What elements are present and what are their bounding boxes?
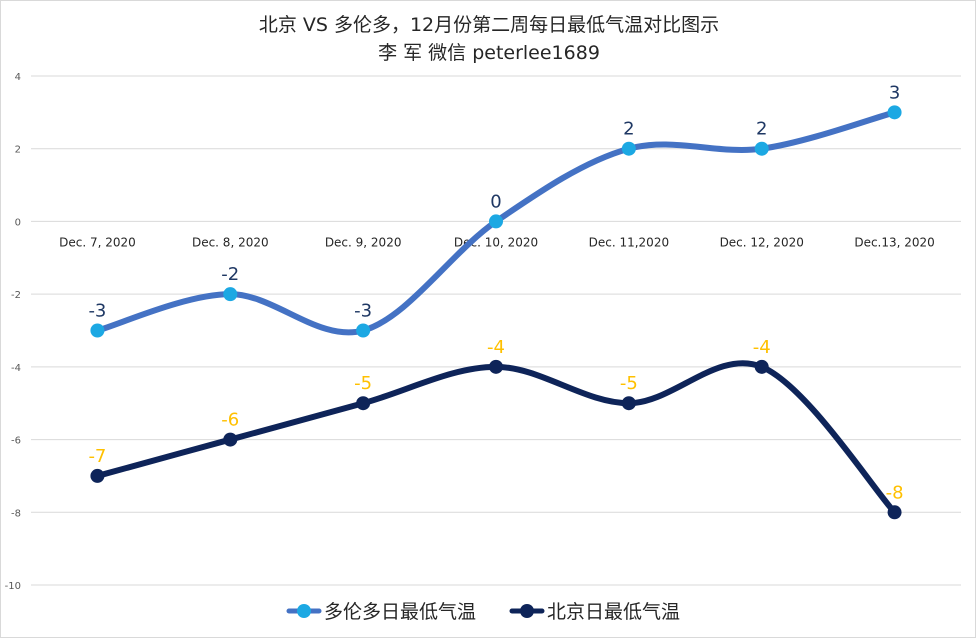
y-tick-label: 4 [15,72,21,83]
data-point-beijing[interactable] [90,468,105,483]
chart-subtitle: 李 军 微信 peterlee1689 [378,42,600,64]
y-tick-label: 0 [15,217,21,228]
x-tick-label: Dec.13, 2020 [854,235,934,249]
data-label-beijing: -5 [354,373,372,394]
data-point-beijing[interactable] [754,359,769,374]
series-lines [94,109,898,516]
legend-item-toronto[interactable]: 多伦多日最低气温 [286,601,476,623]
x-tick-label: Dec. 11,2020 [589,235,669,249]
legend: 多伦多日最低气温 北京日最低气温 [286,601,680,623]
x-tick-label: Dec. 8, 2020 [192,235,269,249]
y-axis-ticks: 4 2 0 -2 -4 -6 -8 -10 [5,72,21,592]
data-point-beijing[interactable] [356,396,371,411]
data-point-toronto[interactable] [356,323,371,338]
data-point-beijing[interactable] [489,359,503,374]
legend-label-toronto: 多伦多日最低气温 [324,601,476,623]
series-line-beijing [94,360,898,516]
data-label-toronto: 2 [623,119,634,140]
y-tick-label: -4 [11,363,21,374]
x-axis-ticks: Dec. 7, 2020 Dec. 8, 2020 Dec. 9, 2020 Dec.… [59,235,935,249]
data-label-beijing: -4 [487,337,505,358]
y-tick-label: -10 [5,581,21,592]
x-tick-label: Dec. 12, 2020 [720,235,804,249]
x-tick-label: Dec. 7, 2020 [59,235,136,249]
x-tick-label: Dec. 9, 2020 [325,235,402,249]
y-tick-label: 2 [15,145,21,156]
data-label-beijing: -4 [753,337,771,358]
data-label-beijing: -5 [620,373,638,394]
y-tick-label: -8 [11,508,21,519]
data-point-toronto[interactable] [223,287,238,302]
chart-title: 北京 VS 多伦多，12月份第二周每日最低气温对比图示 [259,14,719,36]
data-labels: -3 -2 -3 0 2 2 3 -7 -6 -5 -4 -5 -4 -8 [88,82,903,503]
data-label-toronto: -2 [221,264,239,285]
y-tick-label: -2 [11,290,21,301]
legend-marker-toronto [297,604,311,618]
data-point-toronto[interactable] [90,323,105,338]
legend-item-beijing[interactable]: 北京日最低气温 [509,601,680,623]
data-label-beijing: -6 [221,410,239,431]
data-point-toronto[interactable] [489,214,503,229]
data-point-toronto[interactable] [754,141,769,156]
data-label-beijing: -7 [88,446,106,467]
data-point-beijing[interactable] [223,432,238,447]
data-label-toronto: -3 [354,301,372,322]
y-tick-label: -6 [11,436,21,447]
data-point-beijing[interactable] [621,396,636,411]
data-label-beijing: -8 [886,482,904,503]
legend-marker-beijing [520,604,534,618]
data-point-toronto[interactable] [621,141,636,156]
data-label-toronto: -3 [88,301,106,322]
legend-label-beijing: 北京日最低气温 [547,601,680,623]
data-label-toronto: 0 [490,191,501,212]
data-label-toronto: 2 [756,119,767,140]
data-point-beijing[interactable] [887,505,902,520]
gridlines [31,75,961,586]
data-label-toronto: 3 [889,82,900,103]
data-point-toronto[interactable] [887,105,902,120]
data-markers [90,105,902,520]
